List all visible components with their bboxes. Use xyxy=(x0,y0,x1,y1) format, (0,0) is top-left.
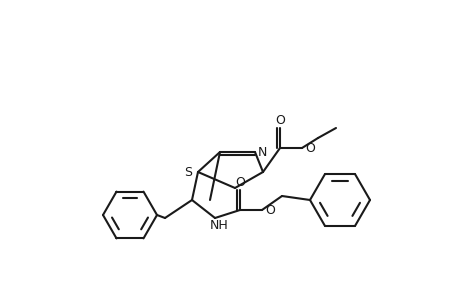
Text: O: O xyxy=(304,142,314,154)
Text: N: N xyxy=(257,146,266,160)
Text: O: O xyxy=(264,203,274,217)
Text: O: O xyxy=(235,176,244,188)
Text: O: O xyxy=(274,113,284,127)
Text: NH: NH xyxy=(209,220,228,232)
Text: S: S xyxy=(184,167,191,179)
